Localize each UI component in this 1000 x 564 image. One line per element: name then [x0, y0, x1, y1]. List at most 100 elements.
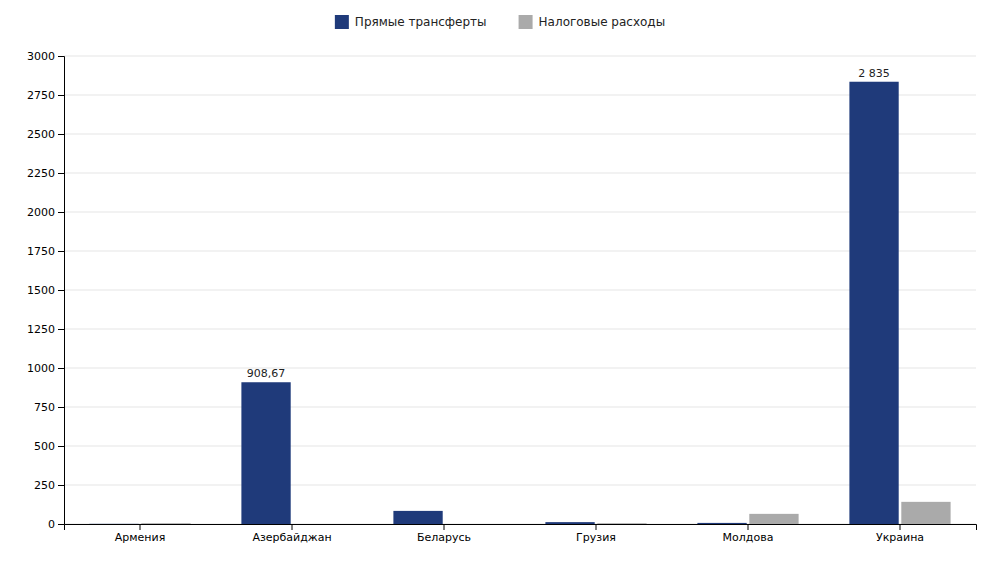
- tick-label: Молдова: [723, 531, 774, 544]
- bar: [141, 523, 190, 524]
- tick-label: 3000: [27, 50, 55, 63]
- tick-label: Азербайджан: [252, 531, 331, 544]
- y-tick: 3000: [27, 50, 64, 63]
- tick-label: 500: [34, 440, 55, 453]
- x-tick: Грузия: [576, 524, 616, 544]
- bar: [393, 511, 442, 524]
- tick-label: 2250: [27, 167, 55, 180]
- tick-label: 1250: [27, 323, 55, 336]
- y-tick: 1500: [27, 284, 64, 297]
- tick-mark: [58, 446, 64, 447]
- series: [89, 82, 898, 524]
- grid: [64, 56, 976, 524]
- legend-swatch: [519, 15, 533, 29]
- axis-line: [65, 525, 977, 531]
- tick-mark: [58, 524, 64, 525]
- y-tick: 2500: [27, 128, 64, 141]
- tick-mark: [58, 95, 64, 96]
- value-label: 908,67: [247, 367, 285, 380]
- grid-line: [64, 251, 976, 252]
- tick-mark: [58, 212, 64, 213]
- y-tick: 750: [34, 401, 64, 414]
- y-tick: 2000: [27, 206, 64, 219]
- y-axis: 0 250 500 750 1000 1250 1500 1750 2000 2250 2500 27…: [27, 50, 65, 531]
- grid-line: [64, 329, 976, 330]
- y-tick: 0: [48, 518, 64, 531]
- tick-mark: [58, 56, 64, 57]
- grid-line: [64, 95, 976, 96]
- y-tick: 1250: [27, 323, 64, 336]
- tick-mark: [748, 524, 749, 530]
- legend-label: Прямые трансферты: [355, 15, 487, 29]
- grid-line: [64, 446, 976, 447]
- y-tick: 1000: [27, 362, 64, 375]
- series: [141, 502, 950, 524]
- legend-label: Налоговые расходы: [539, 15, 666, 29]
- axis-line: [58, 57, 65, 525]
- tick-mark: [58, 290, 64, 291]
- legend: Прямые трансферты Налоговые расходы: [335, 15, 665, 29]
- grid-line: [64, 56, 976, 57]
- grid-line: [64, 212, 976, 213]
- x-tick: Молдова: [723, 524, 774, 544]
- bar: [749, 514, 798, 524]
- tick-label: 2000: [27, 206, 55, 219]
- tick-mark: [444, 524, 445, 530]
- y-tick: 250: [34, 479, 64, 492]
- tick-label: Армения: [115, 531, 166, 544]
- value-label: 2 835: [858, 67, 890, 80]
- tick-label: Беларусь: [417, 531, 471, 544]
- tick-mark: [58, 173, 64, 174]
- tick-mark: [596, 524, 597, 530]
- bar: [901, 502, 950, 524]
- tick-mark: [58, 368, 64, 369]
- tick-label: 2500: [27, 128, 55, 141]
- bars: [89, 82, 950, 524]
- bar: [849, 82, 898, 524]
- chart: 0 250 500 750 1000 1250 1500 1750 2000 2250 2500 27…: [0, 0, 1000, 564]
- tick-mark: [58, 134, 64, 135]
- tick-mark: [58, 407, 64, 408]
- y-tick: 500: [34, 440, 64, 453]
- x-tick: Азербайджан: [252, 524, 331, 544]
- tick-label: 0: [48, 518, 55, 531]
- plot: 0 250 500 750 1000 1250 1500 1750 2000 2250 2500 27…: [27, 50, 977, 544]
- grid-line: [64, 134, 976, 135]
- grid-line: [64, 290, 976, 291]
- bar: [293, 524, 342, 525]
- grid-line: [64, 407, 976, 408]
- tick-label: 1500: [27, 284, 55, 297]
- legend-swatch: [335, 15, 349, 29]
- bar: [697, 523, 746, 524]
- tick-label: 1750: [27, 245, 55, 258]
- tick-mark: [58, 251, 64, 252]
- y-tick: 2250: [27, 167, 64, 180]
- tick-label: 1000: [27, 362, 55, 375]
- x-tick: Украина: [876, 524, 924, 544]
- grid-line: [64, 485, 976, 486]
- tick-label: Грузия: [576, 531, 616, 544]
- grid-line: [64, 173, 976, 174]
- tick-label: Украина: [876, 531, 924, 544]
- bar: [545, 522, 594, 524]
- x-tick: Армения: [115, 524, 166, 544]
- tick-mark: [58, 329, 64, 330]
- tick-mark: [140, 524, 141, 530]
- bar: [241, 382, 290, 524]
- value-labels: 908,67 2 835: [247, 67, 890, 381]
- tick-mark: [292, 524, 293, 530]
- y-tick: 1750: [27, 245, 64, 258]
- tick-mark: [900, 524, 901, 530]
- tick-label: 750: [34, 401, 55, 414]
- legend-item: Прямые трансферты: [335, 15, 487, 29]
- tick-label: 250: [34, 479, 55, 492]
- tick-label: 2750: [27, 89, 55, 102]
- x-axis: Армения Азербайджан Беларусь Грузия Молдова У…: [65, 524, 977, 544]
- y-tick: 2750: [27, 89, 64, 102]
- bar: [597, 523, 646, 524]
- grid-line: [64, 368, 976, 369]
- bar: [89, 523, 138, 524]
- bar: [445, 524, 494, 525]
- tick-mark: [58, 485, 64, 486]
- legend-item: Налоговые расходы: [519, 15, 666, 29]
